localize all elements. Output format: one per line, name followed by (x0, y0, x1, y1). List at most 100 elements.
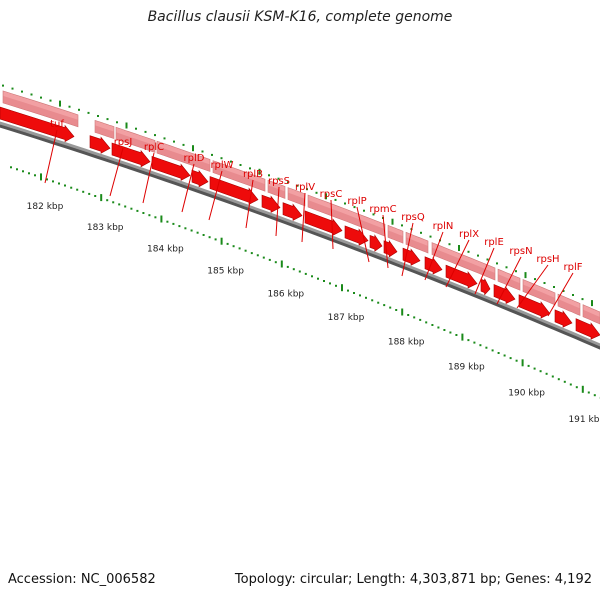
scale-minor-tick (286, 265, 289, 268)
scale-minor-tick (292, 268, 295, 271)
minor-tick-mark (87, 111, 90, 114)
scale-major-tick (461, 333, 464, 341)
scale-minor-tick (16, 168, 18, 171)
gene-label: rplW (210, 160, 233, 171)
gene-leader-line (301, 192, 306, 243)
backbone-line (0, 124, 600, 350)
scale-label: 183 kbp (87, 223, 124, 233)
scale-minor-tick (214, 238, 217, 241)
gene-arrow (344, 225, 369, 246)
gene-label: rpsS (268, 176, 290, 187)
gene-label: rplC (144, 142, 164, 153)
major-tick-mark (524, 272, 527, 279)
gene-arrow (424, 256, 443, 275)
genome-summary-text: Topology: circular; Length: 4,303,871 bp… (234, 572, 592, 587)
scale-minor-tick (479, 344, 482, 347)
scale-minor-tick (593, 394, 596, 397)
scale-minor-tick (88, 192, 91, 195)
scale-minor-tick (413, 316, 416, 319)
minor-tick-mark (344, 202, 346, 205)
gene-arrow (575, 318, 600, 340)
gene-label: rplE (484, 237, 504, 248)
minor-tick-mark (562, 290, 565, 292)
scale-minor-tick (172, 222, 175, 225)
gene-track-dark (0, 106, 600, 340)
gene-arrow (493, 284, 516, 304)
gene-label: rpsQ (401, 212, 425, 223)
scale-major-tick (581, 385, 584, 393)
minor-tick-mark (239, 164, 242, 166)
minor-tick-mark (230, 160, 232, 163)
gene-label: rplP (347, 196, 366, 207)
gene-label: rplV (295, 182, 315, 193)
gene-leader-line (474, 247, 495, 295)
scale-minor-tick (317, 277, 319, 280)
major-tick-mark (125, 122, 128, 129)
scale-minor-tick (449, 331, 452, 334)
scale-minor-tick (365, 296, 367, 299)
gene-block-shade (388, 230, 403, 244)
scale-minor-tick (443, 329, 446, 331)
major-tick-mark (391, 218, 394, 225)
scale-minor-tick (208, 236, 211, 239)
minor-tick-mark (268, 174, 270, 177)
gene-leader-line (445, 239, 470, 288)
scale-minor-tick (178, 225, 181, 228)
minor-tick-mark (182, 143, 185, 146)
major-tick-mark (458, 245, 460, 251)
scale-minor-tick (136, 209, 139, 212)
gene-label: rplX (459, 229, 479, 240)
gene-label: rplN (433, 221, 454, 232)
scale-minor-tick (298, 270, 301, 273)
gene-leader-line (142, 152, 155, 204)
minor-tick-mark (249, 167, 251, 170)
minor-tick-mark (21, 90, 23, 93)
minor-tick-mark (116, 121, 118, 124)
gene-block-shade (432, 247, 495, 280)
scale-minor-tick (539, 370, 542, 373)
scale-major-tick (40, 173, 42, 181)
scale-minor-tick (184, 227, 187, 230)
gene-arrow (383, 239, 398, 258)
minor-tick-mark (553, 286, 555, 288)
scale-minor-tick (425, 321, 428, 324)
scale-minor-tick (557, 378, 560, 381)
gene-leader-line (245, 179, 254, 229)
gene-leader-line (181, 163, 195, 213)
gene-arrow (304, 210, 343, 236)
minor-tick-mark (543, 282, 546, 284)
gene-arrow (554, 309, 573, 328)
gene-arrow (111, 142, 151, 168)
gene-leader-line (547, 272, 574, 317)
scale-minor-tick (112, 201, 115, 204)
gene-leader-line (382, 214, 389, 269)
scale-minor-tick (46, 178, 48, 181)
minor-tick-mark (515, 270, 517, 273)
gene-block-shade (583, 309, 600, 324)
page-title: Bacillus clausii KSM-K16, complete genom… (147, 9, 453, 25)
gene-label: rpsC (320, 189, 343, 200)
minor-tick-mark (486, 258, 489, 261)
scale-label: 187 kbp (328, 313, 365, 323)
minor-tick-mark (429, 235, 432, 238)
gene-block-shade (116, 132, 155, 153)
scale-major-tick (220, 237, 223, 245)
gene-arrow (151, 155, 191, 181)
minor-tick-mark (211, 153, 213, 156)
minor-tick-mark (334, 198, 337, 201)
scale-minor-tick (34, 174, 36, 177)
minor-tick-mark (296, 184, 299, 187)
gene-block-shade (3, 95, 78, 127)
minor-tick-mark (363, 209, 365, 212)
minor-tick-mark (581, 298, 584, 301)
scale-minor-tick (467, 339, 470, 342)
scale-minor-tick (256, 254, 259, 257)
minor-tick-mark (78, 108, 80, 111)
backbone-line (0, 121, 600, 347)
gene-leader-line (275, 186, 280, 237)
scale-minor-tick (166, 220, 169, 223)
minor-tick-mark (201, 150, 204, 153)
scale-minor-tick (130, 207, 133, 210)
minor-tick-mark (163, 137, 166, 140)
